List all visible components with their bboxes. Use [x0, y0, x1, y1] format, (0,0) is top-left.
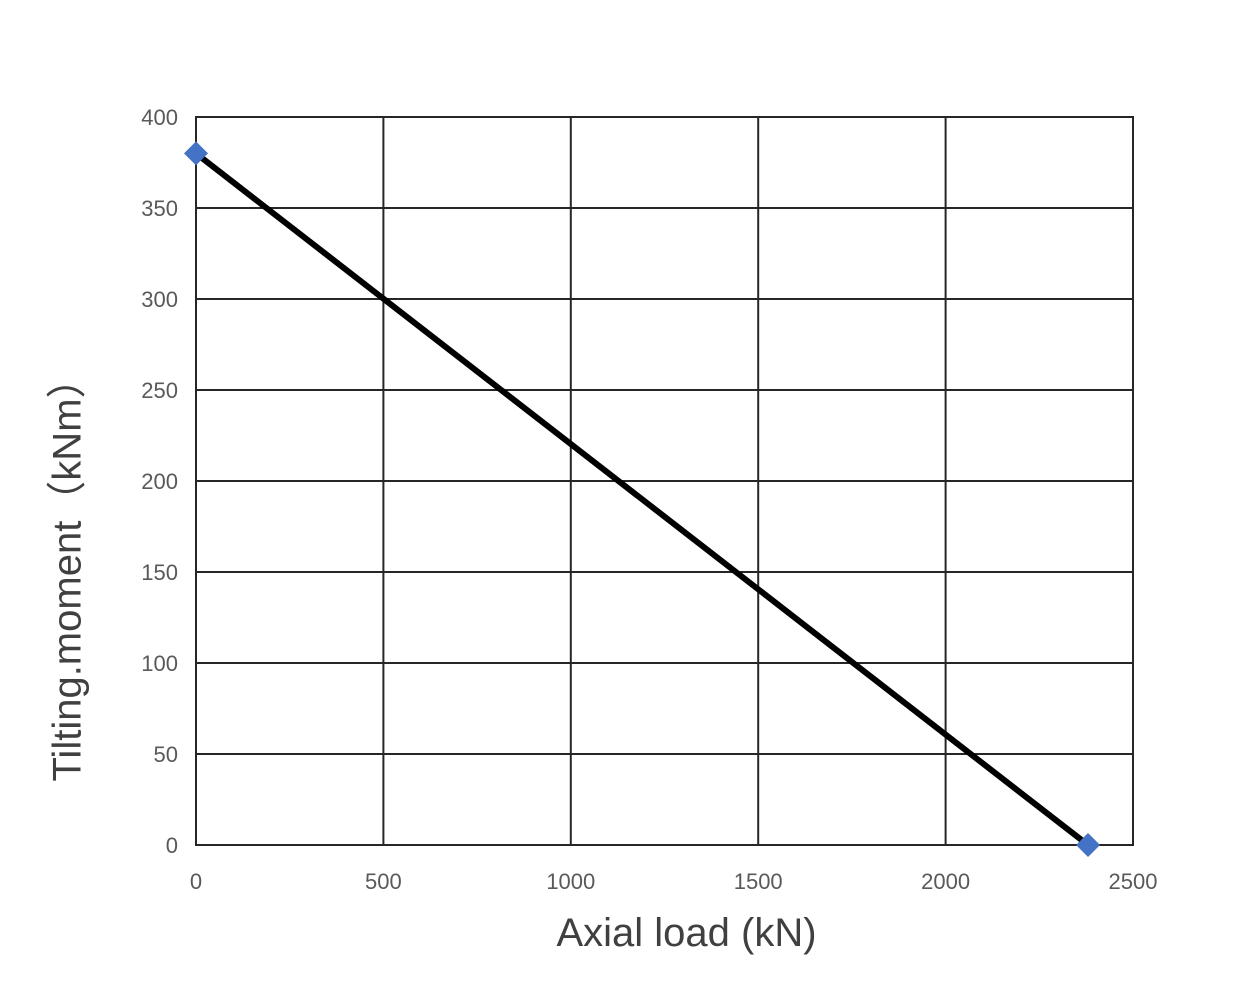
y-tick-label: 300	[141, 287, 178, 312]
data-point-marker	[1076, 833, 1101, 857]
y-tick-label: 0	[166, 833, 178, 858]
y-tick-label: 250	[141, 378, 178, 403]
x-axis-title: Axial load (kN)	[556, 911, 816, 955]
series-layer	[184, 141, 1101, 857]
y-tick-label: 200	[141, 469, 178, 494]
x-tick-label: 0	[190, 869, 202, 894]
x-tick-label: 2500	[1109, 869, 1158, 894]
y-tick-label: 100	[141, 651, 178, 676]
y-axis-title: Tilting.moment（kNm）	[46, 358, 90, 781]
y-tick-label: 150	[141, 560, 178, 585]
plot-frame	[195, 116, 1134, 846]
y-axis-ticks: 0 50 100 150 200 250 300 350 400	[141, 105, 178, 858]
series-line	[194, 151, 1090, 848]
x-tick-label: 1000	[546, 869, 595, 894]
y-tick-label: 400	[141, 105, 178, 130]
x-tick-label: 500	[365, 869, 402, 894]
y-tick-label: 350	[141, 196, 178, 221]
x-tick-label: 2000	[921, 869, 970, 894]
grid-lines	[195, 116, 1134, 846]
data-point-marker	[184, 141, 208, 166]
y-tick-label: 50	[154, 742, 178, 767]
x-tick-label: 1500	[734, 869, 783, 894]
x-axis-ticks: 0 500 1000 1500 2000 2500	[190, 869, 1158, 894]
